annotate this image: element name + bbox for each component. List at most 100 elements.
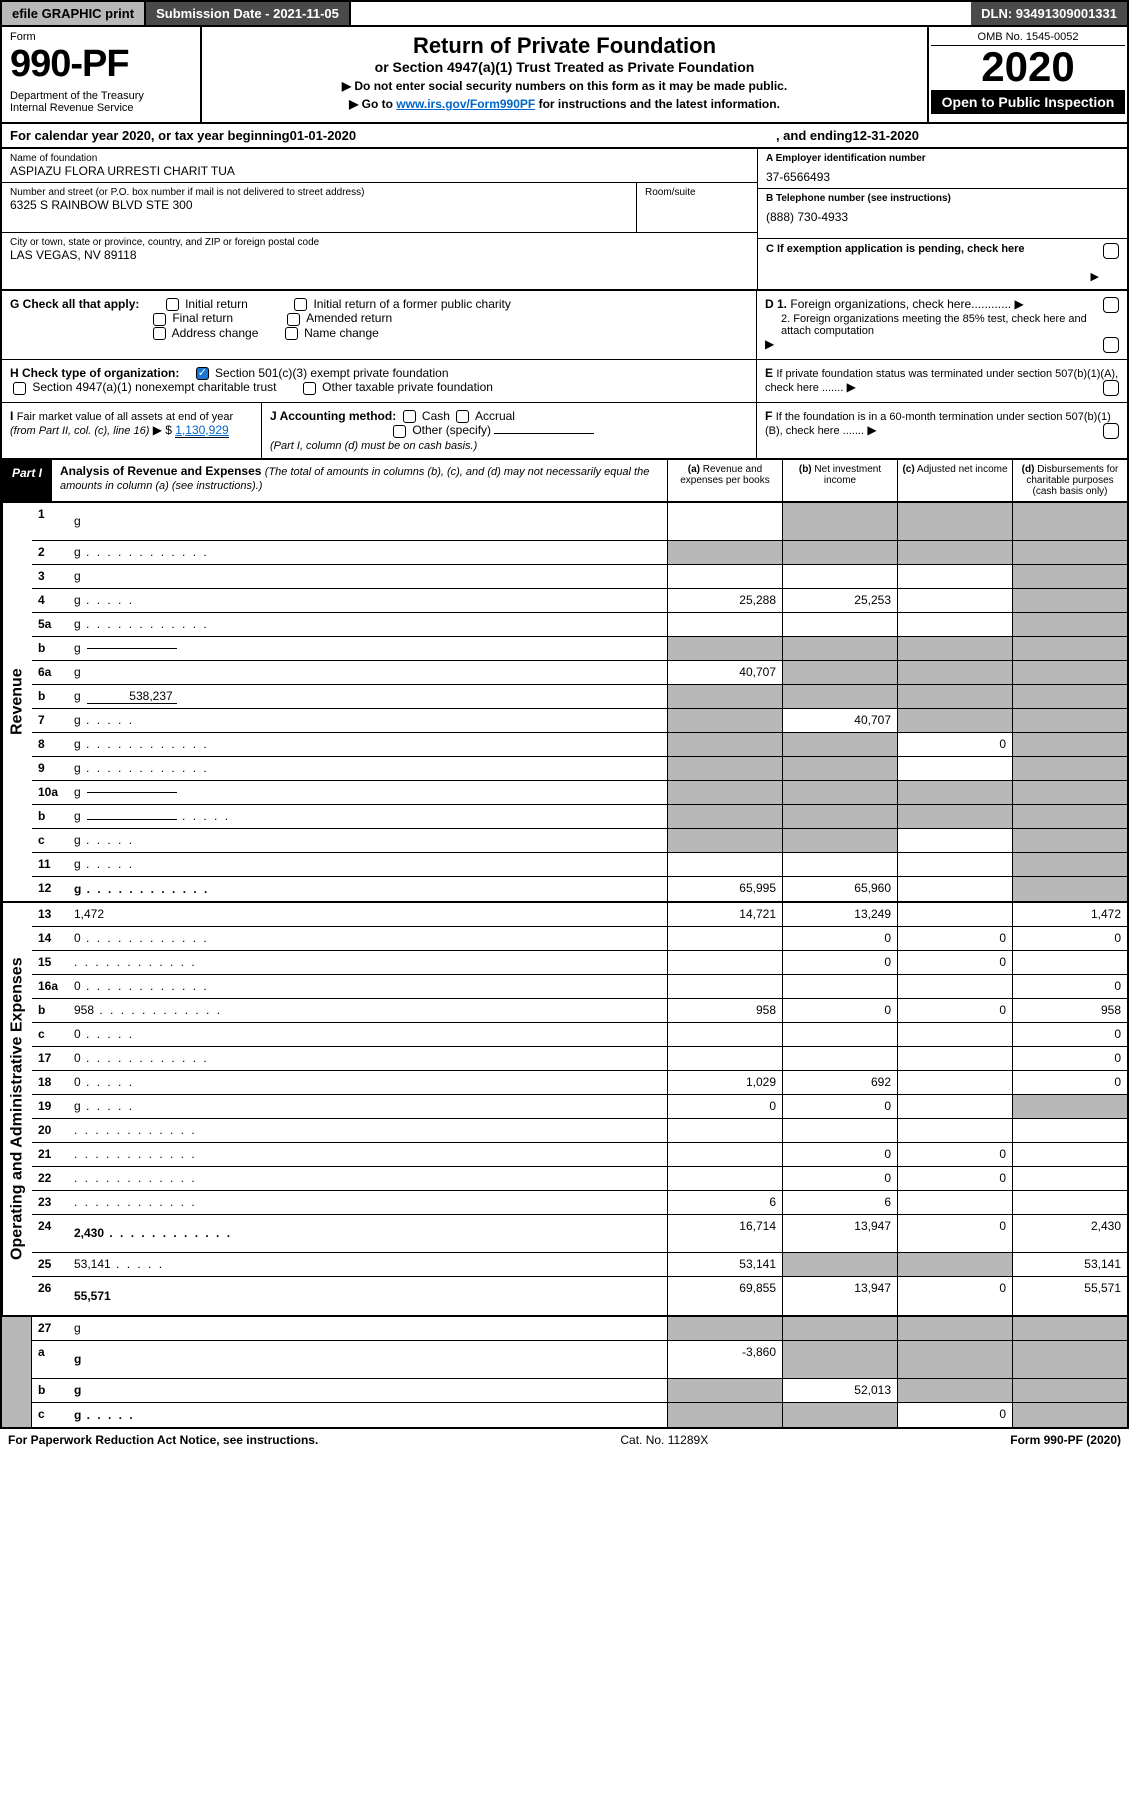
footer-center: Cat. No. 11289X xyxy=(620,1433,708,1447)
cell-b xyxy=(782,805,897,828)
chk-4947a1[interactable] xyxy=(13,382,26,395)
cell-d: 0 xyxy=(1012,1071,1127,1094)
cell-d xyxy=(1012,1317,1127,1340)
chk-address-change[interactable] xyxy=(153,327,166,340)
cell-d xyxy=(1012,1167,1127,1190)
revenue-side-label: Revenue xyxy=(2,503,32,901)
section-i-j: I Fair market value of all assets at end… xyxy=(2,403,757,458)
cell-a: -3,860 xyxy=(667,1341,782,1378)
ein-value: 37-6566493 xyxy=(766,164,1119,184)
chk-other-taxable[interactable] xyxy=(303,382,316,395)
line-number: 23 xyxy=(32,1191,70,1214)
line-desc: g xyxy=(70,853,667,876)
chk-initial-return[interactable] xyxy=(166,298,179,311)
cell-a xyxy=(667,541,782,564)
cell-a xyxy=(667,565,782,588)
chk-name-change[interactable] xyxy=(285,327,298,340)
e-checkbox[interactable] xyxy=(1103,380,1119,396)
footer-left: For Paperwork Reduction Act Notice, see … xyxy=(8,1433,318,1447)
cell-b xyxy=(782,975,897,998)
cell-d: 958 xyxy=(1012,999,1127,1022)
section-f: F If the foundation is in a 60-month ter… xyxy=(757,403,1127,458)
cell-d: 1,472 xyxy=(1012,903,1127,926)
cell-d xyxy=(1012,733,1127,756)
col-b-header: (b) Net investment income xyxy=(782,460,897,501)
cell-c xyxy=(897,805,1012,828)
cell-b xyxy=(782,1023,897,1046)
line-desc: 0 xyxy=(70,1047,667,1070)
line-number: b xyxy=(32,1379,70,1402)
cell-b: 0 xyxy=(782,927,897,950)
d2-checkbox[interactable] xyxy=(1103,337,1119,353)
cell-c xyxy=(897,589,1012,612)
fmv-link[interactable]: 1,130,929 xyxy=(175,423,228,438)
arrow-icon: ▶ xyxy=(867,423,876,437)
line-number: 4 xyxy=(32,589,70,612)
chk-501c3[interactable] xyxy=(196,367,209,380)
line-number: 10a xyxy=(32,781,70,804)
d1-checkbox[interactable] xyxy=(1103,297,1119,313)
section-g: G Check all that apply: Initial return I… xyxy=(2,291,757,359)
cell-d: 53,141 xyxy=(1012,1253,1127,1276)
cell-a: 40,707 xyxy=(667,661,782,684)
line-number: 24 xyxy=(32,1215,70,1252)
line-desc: g xyxy=(70,733,667,756)
line-desc: 1,472 xyxy=(70,903,667,926)
submission-date: Submission Date - 2021-11-05 xyxy=(146,2,351,25)
line-desc: g xyxy=(70,1095,667,1118)
efile-label[interactable]: efile GRAPHIC print xyxy=(2,2,146,25)
chk-amended[interactable] xyxy=(287,313,300,326)
revenue-table: Revenue 1g2g3g4g25,28825,2535agbg6ag40,7… xyxy=(0,503,1129,903)
chk-final-return[interactable] xyxy=(153,313,166,326)
cell-c xyxy=(897,661,1012,684)
line-number: 3 xyxy=(32,565,70,588)
line-desc: g xyxy=(70,805,667,828)
line-number: 21 xyxy=(32,1143,70,1166)
f-checkbox[interactable] xyxy=(1103,423,1119,439)
cell-d: 2,430 xyxy=(1012,1215,1127,1252)
arrow-icon: ▶ xyxy=(847,380,856,394)
cell-d xyxy=(1012,829,1127,852)
cell-c: 0 xyxy=(897,1403,1012,1427)
chk-other-method[interactable] xyxy=(393,425,406,438)
cell-c xyxy=(897,829,1012,852)
chk-cash[interactable] xyxy=(403,410,416,423)
line-desc: g xyxy=(70,829,667,852)
line-number: 7 xyxy=(32,709,70,732)
irs-link[interactable]: www.irs.gov/Form990PF xyxy=(396,97,535,111)
tax-year: 2020 xyxy=(931,46,1125,88)
cell-d xyxy=(1012,1341,1127,1378)
inline-amount xyxy=(87,792,177,793)
check-sections: G Check all that apply: Initial return I… xyxy=(0,291,1129,460)
cell-b xyxy=(782,1317,897,1340)
line-number: 9 xyxy=(32,757,70,780)
line-number: 12 xyxy=(32,877,70,901)
chk-initial-former[interactable] xyxy=(294,298,307,311)
c-checkbox[interactable] xyxy=(1103,243,1119,259)
cell-b: 52,013 xyxy=(782,1379,897,1402)
line-number: 25 xyxy=(32,1253,70,1276)
dln-label: DLN: 93491309001331 xyxy=(971,2,1127,25)
cell-d xyxy=(1012,805,1127,828)
line-desc xyxy=(70,1191,667,1214)
cell-c xyxy=(897,613,1012,636)
cell-a: 958 xyxy=(667,999,782,1022)
line-number: c xyxy=(32,1403,70,1427)
cell-c xyxy=(897,1379,1012,1402)
line-desc: g xyxy=(70,781,667,804)
cell-d: 0 xyxy=(1012,927,1127,950)
col-a-header: (a) Revenue and expenses per books xyxy=(667,460,782,501)
cell-d xyxy=(1012,565,1127,588)
form-header: Form 990-PF Department of the TreasuryIn… xyxy=(0,27,1129,124)
line-desc: g xyxy=(70,757,667,780)
cell-c xyxy=(897,1047,1012,1070)
line-number: 17 xyxy=(32,1047,70,1070)
cell-c xyxy=(897,877,1012,901)
cell-d: 0 xyxy=(1012,975,1127,998)
line-desc: 958 xyxy=(70,999,667,1022)
chk-accrual[interactable] xyxy=(456,410,469,423)
cell-c xyxy=(897,1253,1012,1276)
part1-desc: Analysis of Revenue and Expenses (The to… xyxy=(52,460,667,501)
cell-a xyxy=(667,829,782,852)
line-desc: 0 xyxy=(70,927,667,950)
